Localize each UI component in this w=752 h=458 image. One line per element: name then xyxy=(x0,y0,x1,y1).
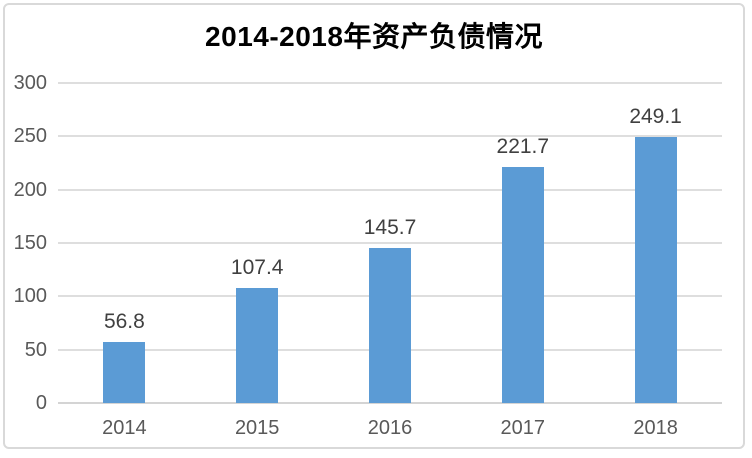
gridline xyxy=(58,188,722,191)
gridline xyxy=(58,135,722,138)
x-axis-tick-label: 2017 xyxy=(500,417,546,439)
gridline xyxy=(58,82,722,84)
chart-title: 2014-2018年资产负债情况 xyxy=(205,21,543,52)
x-axis-tick-label: 2015 xyxy=(234,417,280,439)
y-axis-tick-label: 300 xyxy=(13,72,47,94)
bar-value-label: 107.4 xyxy=(230,256,284,280)
y-axis-tick-label: 100 xyxy=(13,285,47,308)
bar-value-label: 249.1 xyxy=(629,105,682,129)
chart-frame: 2014-2018年资产负债情况 0 50 100 150 200 250 300 56.8 2… xyxy=(3,3,745,449)
y-axis-tick-label: 250 xyxy=(13,125,47,148)
bar-value-label: 145.7 xyxy=(363,215,417,239)
x-axis-tick-label: 2018 xyxy=(633,417,678,439)
bar-2015 xyxy=(236,288,279,403)
y-axis-tick-label: 50 xyxy=(24,338,47,361)
gridline xyxy=(58,242,722,244)
bar-2016 xyxy=(369,247,411,403)
x-axis-line xyxy=(58,402,722,404)
bar-2014 xyxy=(103,342,146,403)
y-axis-tick-label: 150 xyxy=(13,232,47,254)
y-axis-tick-label: 0 xyxy=(35,392,47,414)
bar-value-label: 56.8 xyxy=(103,310,145,334)
x-axis-tick-label: 2016 xyxy=(367,417,413,439)
x-axis-tick-label: 2014 xyxy=(102,417,147,439)
y-axis-tick-label: 200 xyxy=(13,178,47,201)
plot-area: 0 50 100 150 200 250 300 56.8 2014 107.4 2015 145.7… xyxy=(14,73,722,439)
bar-2018 xyxy=(634,137,677,403)
bar-value-label: 221.7 xyxy=(496,134,550,158)
bar-2017 xyxy=(501,166,544,403)
